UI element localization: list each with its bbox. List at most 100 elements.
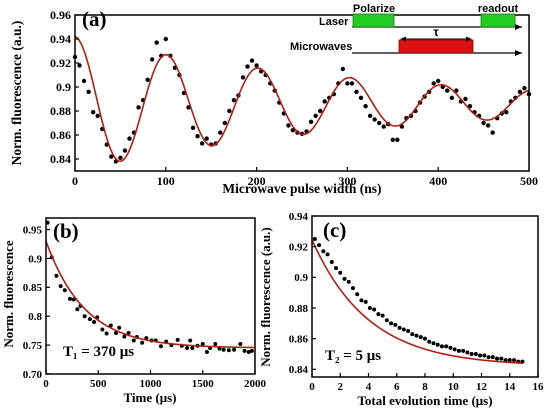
panel-c-data-point [410, 332, 415, 337]
panel-b-data-point [114, 330, 119, 335]
panel-a-ytick-label: 0.86 [50, 128, 71, 142]
panel-b-data-point [185, 346, 190, 350]
panel-c-data-point [338, 270, 343, 275]
panel-c-ylabel: Norm. fluorescence (a.u.) [258, 227, 273, 366]
polarize-label: Polarize [353, 3, 395, 15]
panel-b-data-point [58, 284, 63, 289]
panel-c-data-point [406, 329, 411, 333]
panel-c-data-point [372, 307, 377, 312]
laser-label: Laser [319, 16, 349, 28]
panel-b-xtick-label: 1000 [140, 378, 163, 390]
microwaves-label: Microwaves [290, 41, 352, 53]
panel-c-data-point [511, 358, 516, 363]
panel-b-xtick-label: 0 [43, 378, 49, 390]
panel-a-xtick-label: 200 [248, 174, 266, 188]
panel-a-ytick-label: 0.84 [50, 152, 71, 166]
panel-c-data-point [503, 358, 508, 363]
laser-arrowhead [515, 24, 522, 30]
panel-b-data-point [92, 320, 97, 324]
panel-c-data-point [317, 243, 322, 248]
panel-b-marks [45, 220, 256, 355]
panel-a-data-point [322, 99, 327, 104]
panel-b-data-point [204, 350, 209, 355]
panel-a-data-point [395, 137, 400, 142]
panel-a-data-point [122, 148, 128, 153]
panel-c-data-point [465, 350, 470, 355]
panel-c-xtick-label: 14 [504, 381, 516, 393]
panel-c-data-point [389, 321, 394, 326]
panel-a-data-point [358, 95, 364, 101]
panel-c-data-point [444, 344, 449, 349]
panel-c-xtick-label: 6 [394, 381, 400, 393]
panel-a-data-point [399, 124, 405, 129]
panel-b-data-point [100, 327, 105, 332]
panel-c-xtick-label: 0 [309, 381, 315, 393]
panel-b-data-point [249, 348, 254, 353]
panel-a-frame [74, 14, 530, 172]
panel-b-ytick-label: 0.95 [23, 224, 43, 236]
panel-b-data-point [188, 338, 193, 343]
panel-c-xtick-label: 16 [533, 381, 545, 393]
panel-c-data-point [346, 279, 351, 284]
panel-b-data-point [190, 346, 195, 350]
panel-b-xlabel: Time (μs) [124, 390, 177, 405]
panel-c-ytick-label: 0.9 [294, 272, 308, 284]
panel-b-label: (b) [53, 219, 79, 243]
panel-a-data-point [195, 134, 200, 139]
panel-a-data-point [136, 105, 141, 110]
panel-c-data-point [423, 336, 427, 341]
panel-a-data-point [431, 81, 436, 86]
panel-c-data-point [418, 335, 423, 340]
panel-a-data-point [381, 124, 386, 129]
panel-a-data-point [286, 123, 291, 128]
panel-c-data-point [380, 313, 385, 318]
panel-a-data-point [204, 136, 209, 141]
panel-a-data-point [231, 98, 237, 103]
panel-c-data-point [414, 333, 419, 338]
panel-c-data-point [499, 356, 504, 361]
panel-a-data-point [367, 113, 373, 119]
panel-c-xtick-label: 12 [476, 381, 488, 393]
t1-annotation: T₁ = 370 μs [63, 344, 134, 360]
panel-b-data-point [213, 341, 218, 346]
panel-c-xtick-label: 10 [448, 381, 460, 393]
panel-c-data-point [321, 249, 326, 254]
panel-c-data-point [376, 312, 381, 317]
panel-a-ytick-label: 0.9 [56, 80, 71, 94]
panel-b-ytick-label: 0.8 [28, 311, 42, 323]
panel-c-ytick-label: 0.86 [289, 334, 309, 346]
panel-b-data-point [140, 340, 145, 345]
panel-a-ytick-label: 0.96 [50, 8, 71, 22]
panel-b-data-point [242, 348, 247, 353]
panel-a-data-point [81, 78, 87, 84]
panel-a-data-point [218, 130, 223, 135]
panel-b-xtick-label: 2000 [244, 378, 267, 390]
panel-b-data-point [238, 341, 243, 346]
panel-b-data-point [104, 331, 109, 336]
panel-a-data-point [363, 104, 368, 109]
panel-a-data-point [445, 88, 450, 93]
panel-c-data-point [393, 322, 398, 327]
panel-a-data-point [449, 95, 455, 101]
panel-c-data-point [507, 358, 512, 363]
panel-c-data-point [427, 339, 432, 344]
panel-c-data-point [350, 286, 355, 291]
panel-a-data-point [77, 63, 82, 68]
panel-c-xlabel: Total evolution time (μs) [357, 393, 492, 408]
panel-b: 0 500 1000 1500 2000 0.70 0.75 0.8 0.85 0.9 0.95 (… [1, 217, 267, 405]
panel-a-ytick-label: 0.92 [50, 56, 71, 70]
panel-b-data-point [246, 350, 251, 355]
tau-label: τ [433, 25, 439, 39]
panel-a-marks [72, 35, 532, 164]
panel-b-fit-curve [45, 240, 256, 349]
panel-c-data-point [367, 306, 372, 310]
panel-c-data-point [384, 318, 389, 323]
panel-a-data-point [308, 119, 314, 125]
panel-b-data-point [122, 334, 127, 339]
panel-a-ytick-label: 0.94 [50, 32, 71, 46]
polarize-pulse [352, 13, 395, 28]
panel-b-data-point [221, 347, 226, 352]
panel-a-data-point [186, 105, 191, 110]
panel-c-data-point [397, 325, 402, 330]
